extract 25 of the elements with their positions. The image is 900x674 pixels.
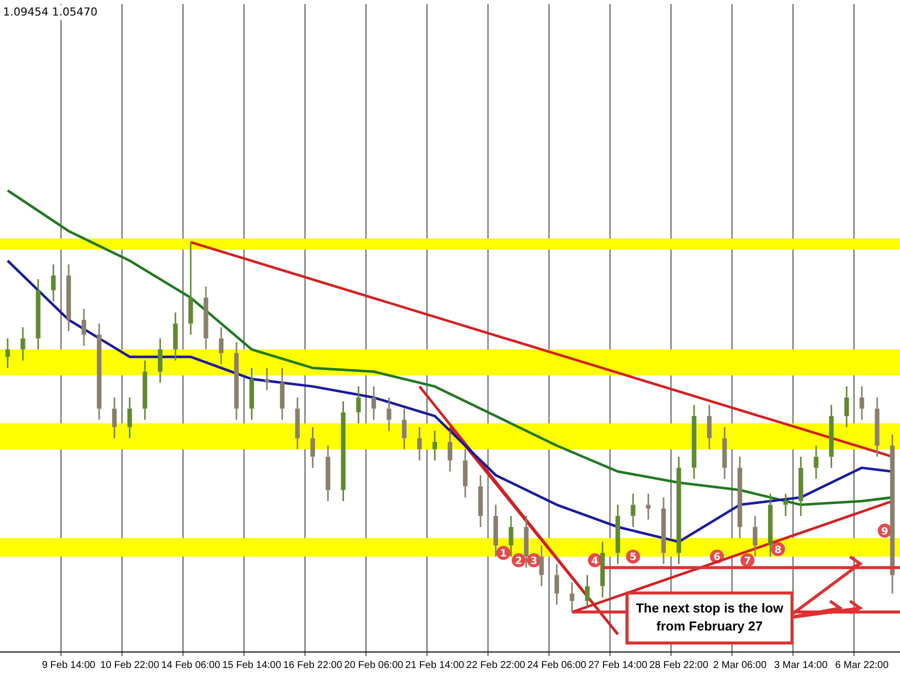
annotation: 9 — [881, 526, 888, 538]
x-tick-label: 22 Feb 22:00 — [466, 660, 526, 671]
x-tick-label: 9 Feb 14:00 — [42, 660, 96, 671]
x-tick-label: 6 Mar 22:00 — [835, 660, 889, 671]
x-tick-label: 2 Mar 06:00 — [713, 660, 767, 671]
text: 1.09454 1.05470 — [3, 5, 98, 18]
annotation: 8 — [774, 544, 782, 556]
annotation: 4 — [591, 556, 598, 567]
x-tick-label: 15 Feb 14:00 — [222, 660, 282, 671]
x-tick-label: 10 Feb 22:00 — [100, 660, 160, 671]
annotation: 5 — [630, 552, 637, 564]
x-tick-label: 28 Feb 22:00 — [649, 660, 709, 671]
annotation: 6 — [713, 552, 720, 564]
x-tick-label: 21 Feb 14:00 — [405, 660, 465, 671]
x-tick-label: 3 Mar 14:00 — [774, 660, 828, 671]
annotation: 7 — [744, 556, 751, 567]
x-tick-label: 14 Feb 06:00 — [161, 660, 221, 671]
annotation: 3 — [530, 556, 538, 567]
x-tick-label: 27 Feb 14:00 — [588, 660, 648, 671]
annotation: 1 — [500, 548, 507, 560]
annotation: 2 — [515, 556, 522, 567]
annotation: The next stop is the low from February 27 — [636, 600, 784, 634]
x-tick-label: 20 Feb 06:00 — [344, 660, 404, 671]
x-tick-label: 24 Feb 06:00 — [527, 660, 587, 671]
x-tick-label: 16 Feb 22:00 — [283, 660, 343, 671]
